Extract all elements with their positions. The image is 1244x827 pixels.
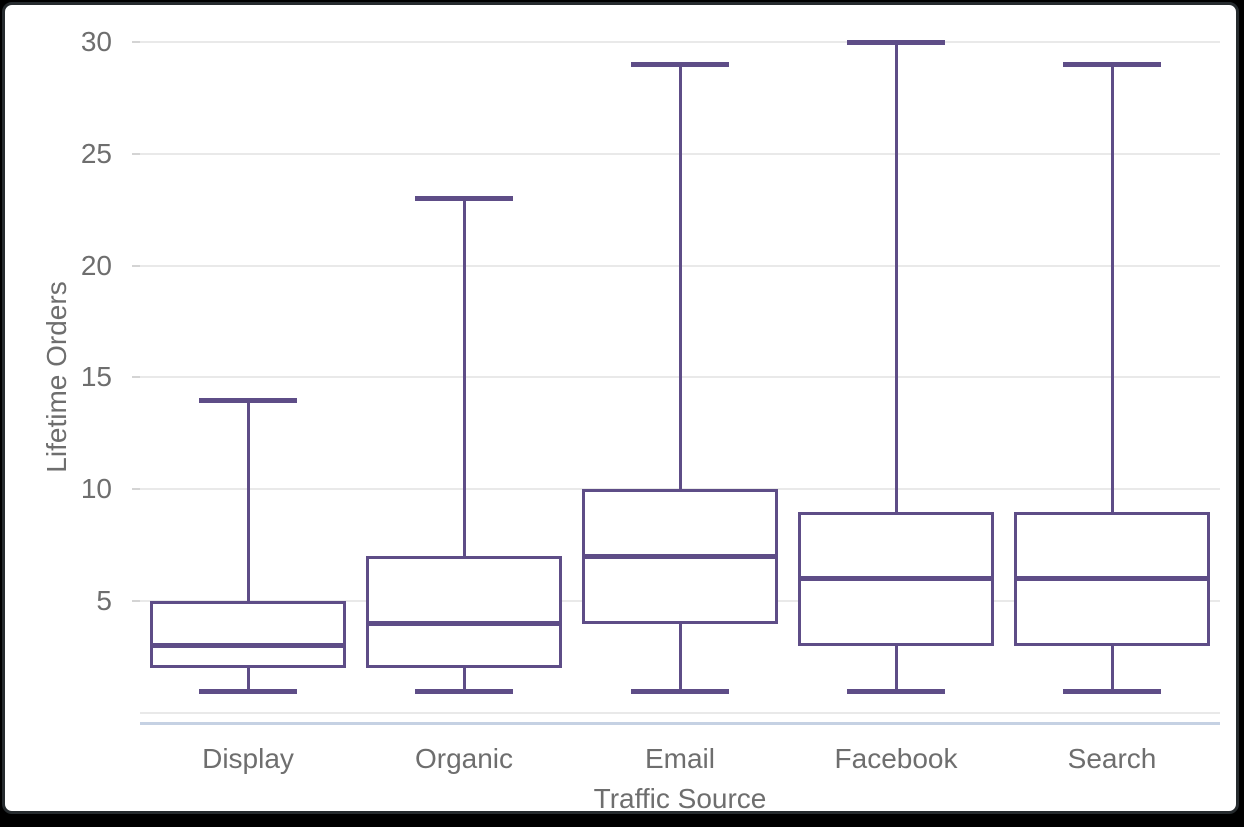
email-upper-whisker <box>678 64 682 490</box>
gridline <box>140 712 1220 714</box>
x-category-label-facebook: Facebook <box>834 743 958 774</box>
organic-upper-whisker <box>462 198 466 557</box>
email-min-whisker-cap <box>631 688 729 694</box>
search-median-line[interactable] <box>1014 576 1210 582</box>
search-min-whisker-cap <box>1063 688 1161 694</box>
display-box[interactable] <box>150 601 346 669</box>
email-lower-whisker <box>678 623 682 691</box>
facebook-min-whisker-cap <box>847 688 945 694</box>
organic-median-line[interactable] <box>366 621 562 627</box>
organic-box[interactable] <box>366 556 562 669</box>
display-max-whisker-cap <box>199 397 297 403</box>
gridline <box>140 40 1220 43</box>
y-tick-label: 15 <box>80 361 112 393</box>
y-tick-label: 20 <box>80 249 112 281</box>
email-median-line[interactable] <box>582 553 778 559</box>
y-tick-mark <box>132 376 140 379</box>
search-lower-whisker <box>1110 645 1114 691</box>
x-category-label-search: Search <box>1067 743 1157 774</box>
chart-window <box>2 2 1239 814</box>
organic-min-whisker-cap <box>415 688 513 694</box>
x-category-label-organic: Organic <box>414 743 514 774</box>
x-axis-title: Traffic Source <box>593 783 767 814</box>
facebook-median-line[interactable] <box>798 576 994 582</box>
display-upper-whisker <box>246 399 250 602</box>
display-lower-whisker <box>246 668 250 691</box>
x-category-label-display: Display <box>202 743 294 774</box>
y-tick-label: 10 <box>80 473 112 505</box>
x-category-label-email: Email <box>644 743 715 774</box>
y-tick-label: 5 <box>96 585 112 617</box>
display-median-line[interactable] <box>150 643 346 649</box>
facebook-upper-whisker <box>894 41 898 512</box>
facebook-max-whisker-cap <box>847 39 945 45</box>
y-tick-mark <box>132 488 140 491</box>
display-min-whisker-cap <box>199 688 297 694</box>
organic-max-whisker-cap <box>415 196 513 202</box>
organic-lower-whisker <box>462 668 466 691</box>
facebook-lower-whisker <box>894 645 898 691</box>
y-tick-label: 30 <box>80 25 112 57</box>
y-tick-mark <box>132 264 140 267</box>
y-tick-mark <box>132 40 140 43</box>
y-tick-label: 25 <box>80 137 112 169</box>
x-axis-line <box>140 722 1220 725</box>
y-tick-mark <box>132 152 140 155</box>
search-upper-whisker <box>1110 64 1114 512</box>
search-max-whisker-cap <box>1063 62 1161 68</box>
email-max-whisker-cap <box>631 62 729 68</box>
y-tick-mark <box>132 600 140 603</box>
